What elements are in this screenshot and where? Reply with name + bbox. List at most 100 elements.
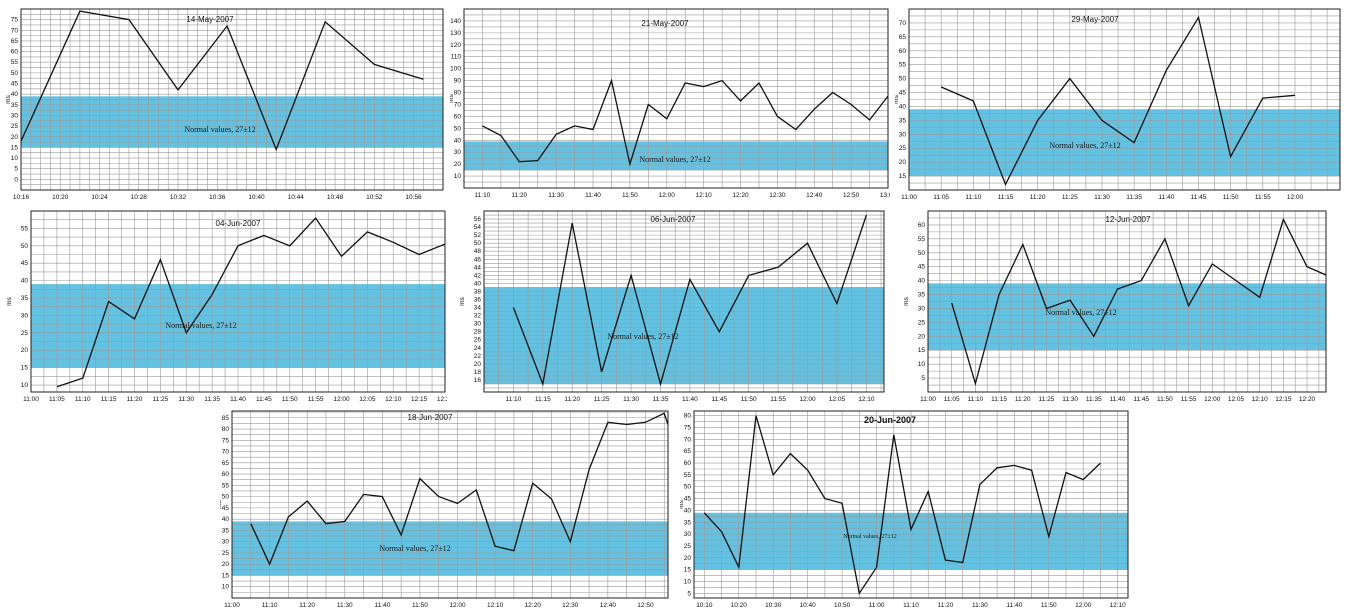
x-tick-label: 10:16 — [13, 194, 30, 201]
y-tick-label: 35 — [918, 292, 926, 299]
x-tick-label: 11:50 — [1041, 602, 1057, 609]
y-tick-label: 85 — [222, 415, 230, 422]
grid — [694, 411, 1128, 598]
x-tick-label: 10:50 — [834, 602, 851, 609]
x-tick-label: 12:15 — [1275, 396, 1292, 403]
chart-panel-06-jun: 16 18 20 22 24 26 28 30 32 34 36 38 40 42 44 46 48 50 52 54… — [458, 206, 892, 406]
y-tick-label: 0 — [14, 176, 18, 183]
chart-svg: 10 20 30 40 50 60 70 80 90 100 110 120 130 140 11:10 11… — [450, 8, 890, 199]
x-tick-label: 11:50 — [741, 396, 757, 403]
chart-svg: 5 10 15 20 25 30 35 40 45 50 55 60 65 70 75 80 10:10 10:2… — [680, 410, 1129, 609]
x-tick-label: 12:40 — [600, 602, 617, 609]
y-tick-label: 65 — [222, 460, 230, 467]
x-tick-label: 11:55 — [308, 396, 324, 403]
y-tick-label: 30 — [899, 131, 907, 138]
x-tick-label: 11:20 — [299, 602, 315, 609]
x-tick-label: 11:00 — [920, 396, 936, 403]
y-tick-label: 28 — [474, 329, 482, 336]
y-tick-label: 30 — [222, 539, 230, 546]
y-tick-label: 45 — [21, 260, 29, 267]
chart-title: 06-Jun-2007 — [651, 215, 696, 224]
x-tick-label: 11:15 — [991, 396, 1007, 403]
x-tick-label: 11:30 — [1094, 194, 1110, 201]
y-tick-label: 55 — [918, 236, 926, 243]
x-tick-label: 10:36 — [209, 194, 226, 201]
y-tick-label: 15 — [222, 572, 230, 579]
y-tick-label: 56 — [474, 216, 482, 223]
chart-panel-04-jun: 10 15 20 25 30 35 40 45 50 55 11:00 11:05 11:10 11:15… — [3, 206, 447, 406]
y-tick-label: 10 — [222, 584, 230, 591]
chart-title: 21-May-2007 — [641, 19, 689, 28]
x-tick-label: 11:20 — [1030, 194, 1046, 201]
y-tick-label: 40 — [222, 516, 230, 523]
y-tick-label: 16 — [474, 377, 482, 384]
y-tick-label: 55 — [21, 225, 29, 232]
y-tick-label: 5 — [14, 166, 18, 173]
y-tick-label: 24 — [474, 345, 482, 352]
normal-values-label: Normal values, 27±12 — [1049, 141, 1120, 150]
y-tick-label: 50 — [21, 243, 29, 250]
normal-values-label: Normal values, 27±12 — [184, 125, 255, 134]
normal-values-label: Normal values, 27±12 — [165, 321, 236, 330]
x-tick-label: 11:30 — [623, 396, 639, 403]
y-tick-label: 20 — [899, 159, 907, 166]
y-tick-label: 120 — [450, 42, 461, 49]
x-tick-label: 11:50 — [282, 396, 298, 403]
y-tick-label: 65 — [899, 34, 907, 41]
x-tick-label: 12:30 — [562, 602, 579, 609]
x-tick-label: 11:00 — [224, 602, 240, 609]
x-tick-label: 11:40 — [1158, 194, 1174, 201]
x-tick-label: 11:40 — [1006, 602, 1022, 609]
y-tick-label: 40 — [21, 278, 29, 285]
x-tick-label: 12:40 — [806, 192, 823, 199]
y-axis-label: ms — [450, 93, 455, 102]
y-tick-label: 65 — [684, 448, 692, 455]
normal-values-label: Normal values, 27±12 — [379, 544, 450, 553]
y-tick-label: 35 — [21, 295, 29, 302]
y-tick-label: 25 — [21, 330, 29, 337]
x-tick-label: 11:10 — [506, 396, 522, 403]
x-tick-label: 11:15 — [998, 194, 1014, 201]
x-tick-label: 11:05 — [933, 194, 949, 201]
y-tick-label: 20 — [11, 134, 19, 141]
x-tick-label: 12:00 — [333, 396, 350, 403]
x-tick-label: 12:00 — [449, 602, 466, 609]
y-tick-label: 40 — [918, 278, 926, 285]
x-tick-label: 12:20 — [437, 396, 447, 403]
y-tick-label: 50 — [899, 76, 907, 83]
x-tick-label: 11:45 — [256, 396, 272, 403]
y-tick-label: 70 — [11, 27, 19, 34]
y-tick-label: 30 — [454, 149, 462, 156]
x-tick-label: 11:45 — [1133, 396, 1149, 403]
x-tick-label: 10:24 — [91, 194, 108, 201]
y-axis-label: ms — [220, 499, 223, 508]
y-tick-label: 45 — [11, 81, 19, 88]
y-tick-label: 60 — [899, 48, 907, 55]
y-tick-label: 25 — [222, 550, 230, 557]
x-tick-label: 11:35 — [653, 396, 669, 403]
x-tick-label: 10:28 — [131, 194, 148, 201]
x-tick-label: 11:00 — [869, 602, 885, 609]
x-tick-label: 11:45 — [1191, 194, 1207, 201]
y-tick-label: 50 — [11, 70, 19, 77]
y-tick-label: 45 — [222, 505, 230, 512]
x-tick-label: 12:10 — [1252, 396, 1269, 403]
x-tick-label: 12:20 — [1299, 396, 1316, 403]
chart-svg: 0 5 10 15 20 25 30 35 40 45 50 55 60 65 70 75 10:16 10:20… — [5, 8, 444, 201]
x-tick-label: 11:05 — [49, 396, 65, 403]
x-tick-label: 12:20 — [525, 602, 542, 609]
x-tick-label: 11:50 — [412, 602, 428, 609]
x-tick-label: 10:20 — [731, 602, 748, 609]
x-tick-label: 10:20 — [52, 194, 69, 201]
grid — [484, 211, 884, 392]
y-tick-label: 140 — [450, 18, 461, 25]
x-tick-label: 11:40 — [230, 396, 246, 403]
normal-values-label: Normal values, 27±12 — [843, 534, 896, 540]
y-tick-label: 20 — [684, 555, 692, 562]
y-tick-label: 40 — [454, 137, 462, 144]
x-tick-label: 10:32 — [170, 194, 187, 201]
y-tick-label: 90 — [454, 78, 462, 85]
y-tick-label: 35 — [899, 117, 907, 124]
y-tick-label: 45 — [684, 496, 692, 503]
y-tick-label: 45 — [918, 264, 926, 271]
